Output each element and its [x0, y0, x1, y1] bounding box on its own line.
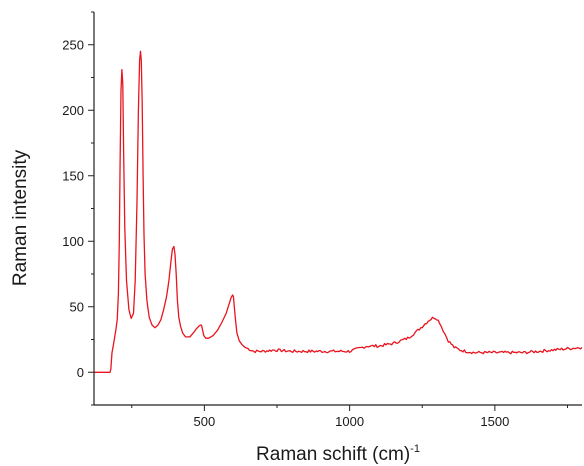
x-tick-label: 1500 [480, 414, 509, 429]
x-axis-title: Raman schift (cm)-1 [256, 443, 420, 465]
plot-area [94, 50, 583, 373]
y-axis: 0 50 100 150 200 250 [62, 11, 95, 406]
spectrum-line [94, 50, 583, 373]
y-tick-label: 50 [70, 299, 84, 314]
x-axis-title-text: Raman schift (cm) [256, 444, 410, 465]
x-axis: 500 1000 1500 [94, 404, 582, 429]
x-tick-label: 1000 [335, 414, 364, 429]
y-axis-title: Raman intensity [10, 149, 31, 286]
y-tick-label: 0 [77, 365, 84, 380]
y-tick-label: 100 [62, 234, 84, 249]
y-tick-label: 250 [62, 37, 84, 52]
x-tick-label: 500 [194, 414, 216, 429]
x-axis-title-superscript: -1 [410, 443, 420, 455]
y-tick-label: 200 [62, 103, 84, 118]
y-tick-label: 150 [62, 168, 84, 183]
